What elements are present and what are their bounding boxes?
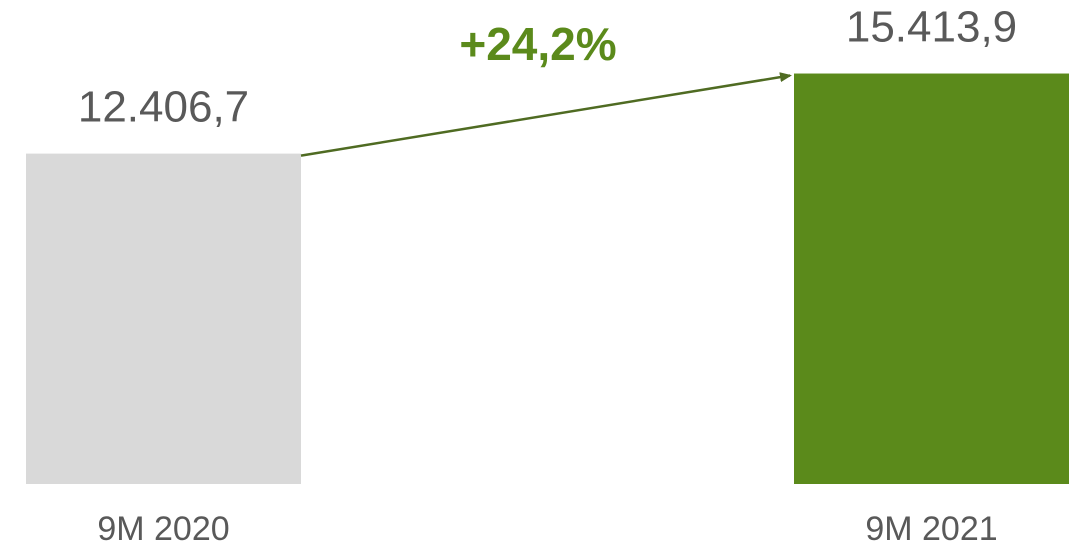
category-label: 9M 2021 [865,510,997,548]
category-label: 9M 2020 [97,510,229,548]
bar-9m-2020 [26,153,301,485]
bar-9m-2021 [794,73,1069,485]
data-label: 15.413,9 [846,3,1017,52]
growth-arrow [300,72,792,157]
data-label: 12.406,7 [78,83,249,132]
growth-annotation: +24,2% [459,18,616,70]
